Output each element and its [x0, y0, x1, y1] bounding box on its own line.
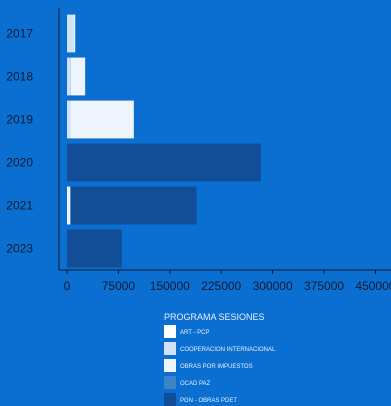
bar-segment[interactable] [70, 100, 134, 139]
legend-swatch [164, 393, 176, 406]
y-tick-label: 2017 [6, 27, 33, 41]
legend-swatch [164, 325, 176, 338]
y-tick-label: 2020 [6, 156, 33, 170]
bar-segment[interactable] [67, 186, 71, 225]
legend-label: OCAD PAZ [180, 381, 211, 387]
legend-swatch [164, 359, 176, 372]
plot-area [67, 14, 261, 268]
bar-segment[interactable] [67, 14, 74, 53]
bar-segment[interactable] [73, 14, 76, 53]
y-tick-label: 2021 [6, 199, 33, 213]
legend-label: OBRAS POR IMPUESTOS [180, 364, 253, 370]
y-tick-label: 2023 [6, 242, 33, 256]
x-tick-label: 300000 [253, 279, 293, 293]
bar-segment[interactable] [67, 100, 71, 139]
y-tick-label: 2019 [6, 113, 33, 127]
axes: 2017 2018 2019 2020 2021 2023 0 75000 150000 2250… [6, 8, 391, 293]
legend: PROGRAMA SESIONES ART - PCP COOPERACION IN… [164, 312, 276, 406]
y-tick-label: 2018 [6, 70, 33, 84]
x-tick-label: 450000 [355, 279, 391, 293]
x-tick-label: 375000 [304, 279, 344, 293]
bar-segment[interactable] [67, 143, 261, 182]
legend-label: COOPERACION INTERNACIONAL [180, 347, 276, 353]
legend-label: ART - PCP [180, 330, 209, 336]
legend-swatch [164, 376, 176, 389]
x-tick-label: 225000 [201, 279, 241, 293]
x-tick-label: 0 [64, 279, 71, 293]
bar-segment[interactable] [70, 57, 86, 96]
x-tick-label: 150000 [150, 279, 190, 293]
bar-segment[interactable] [67, 57, 71, 96]
bar-segment[interactable] [67, 229, 122, 268]
legend-title: PROGRAMA SESIONES [164, 312, 265, 322]
bar-segment[interactable] [70, 186, 197, 225]
legend-label: PGN - OBRAS PDET [180, 398, 237, 404]
x-tick-label: 75000 [102, 279, 136, 293]
legend-swatch [164, 342, 176, 355]
